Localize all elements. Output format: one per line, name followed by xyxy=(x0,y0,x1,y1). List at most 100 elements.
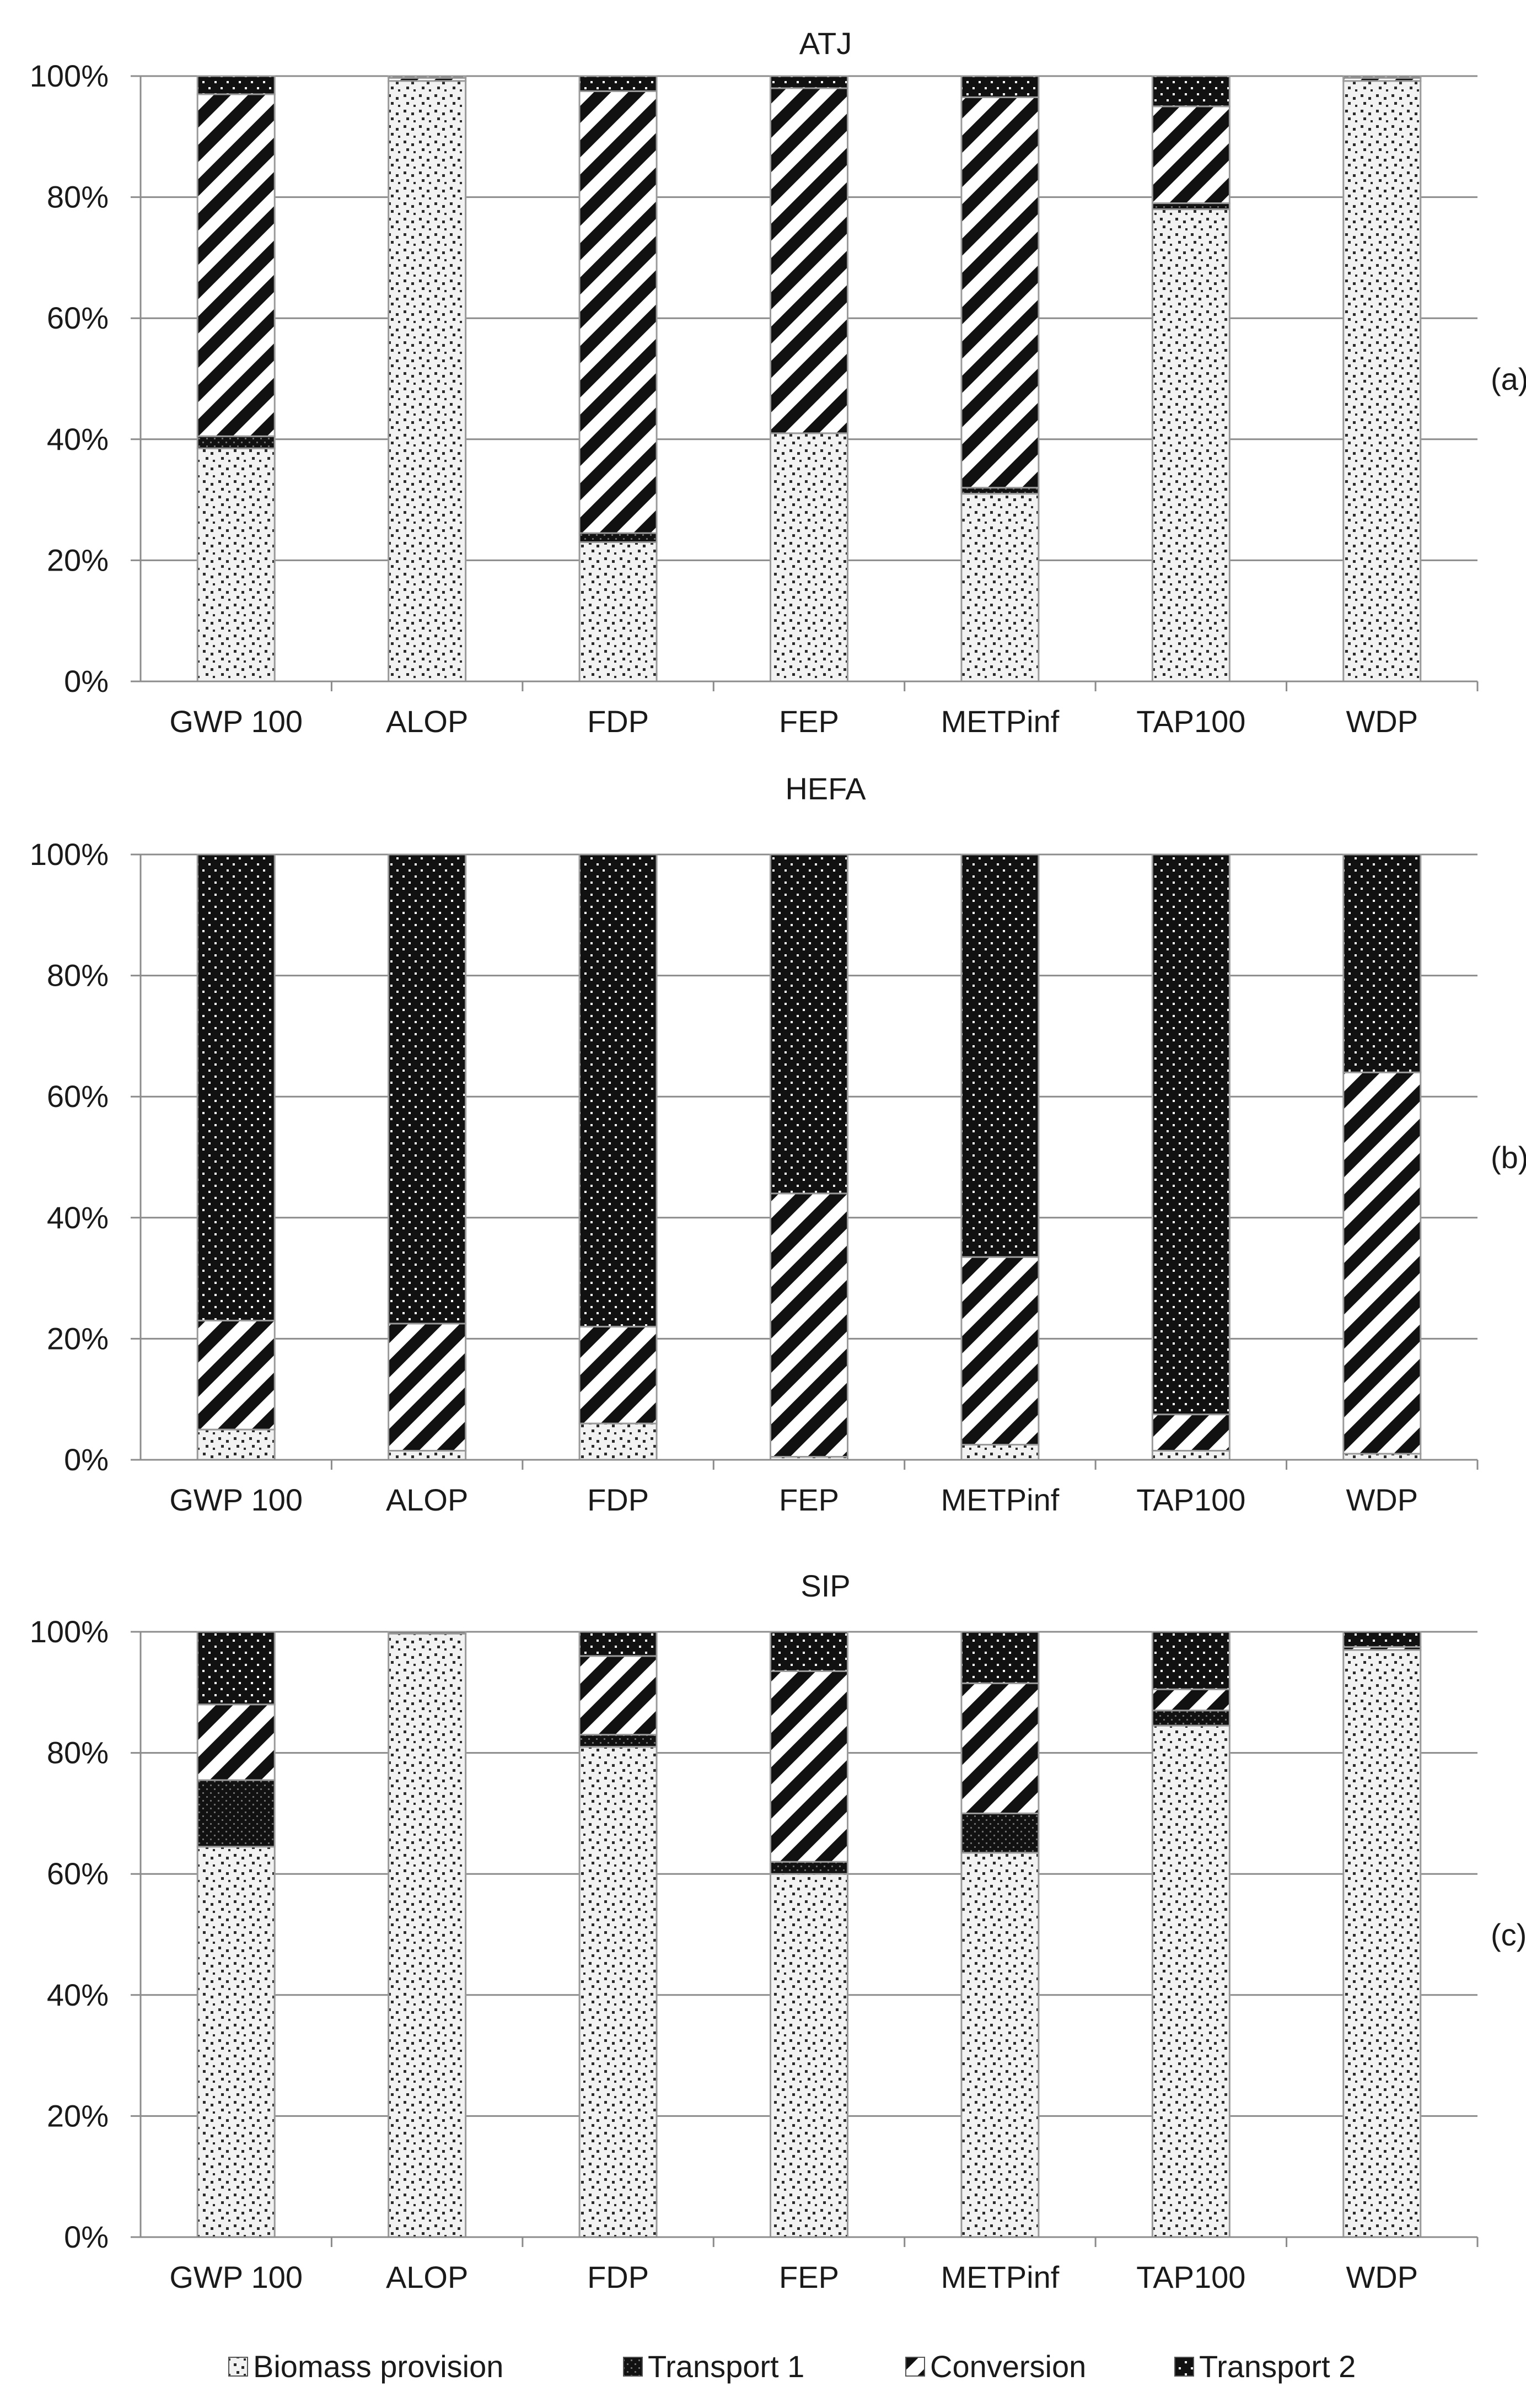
bar-segment-transport-2-tap100 xyxy=(1151,1631,1231,1690)
bar-segment-conversion-gwp-100 xyxy=(196,93,276,437)
x-tick-label-fep: FEP xyxy=(779,704,839,739)
bar-segment-conversion-tap100 xyxy=(1151,1413,1231,1452)
bar-segment-biomass-provision-fep xyxy=(770,1873,848,2238)
bar-segment-conversion-metpinf xyxy=(960,96,1040,489)
panel-title-sip: SIP xyxy=(800,1568,850,1603)
bar-segment-conversion-metpinf xyxy=(960,1256,1040,1446)
bar-segment-biomass-provision-fep xyxy=(770,432,848,682)
bar-segment-transport-1-tap100 xyxy=(1151,202,1231,211)
y-tick-label: 80% xyxy=(47,180,109,214)
panel-title-atj: ATJ xyxy=(799,26,852,61)
x-tick-label-fdp: FDP xyxy=(587,704,649,739)
bar-segment-transport-2-alop xyxy=(388,75,467,79)
legend-swatch-biomass-provision xyxy=(228,2357,248,2377)
bar-segment-biomass-provision-gwp-100 xyxy=(196,1428,276,1461)
bar-segment-biomass-provision-fdp xyxy=(578,541,658,682)
legend-label-conversion: Conversion xyxy=(930,2349,1086,2384)
legend-swatch-transport-2 xyxy=(1174,2357,1194,2377)
bar-segment-transport-2-gwp-100 xyxy=(196,1631,276,1706)
bar-segment-transport-2-fdp xyxy=(578,1631,658,1657)
x-tick-label-wdp: WDP xyxy=(1346,704,1418,739)
y-tick-label: 60% xyxy=(47,1079,109,1114)
bar-segment-transport-2-fep xyxy=(770,853,848,1195)
bar-segment-transport-2-metpinf xyxy=(960,75,1040,98)
panel-title-hefa: HEFA xyxy=(785,771,866,806)
bar-segment-biomass-provision-tap100 xyxy=(1151,1450,1231,1461)
legend-item-transport-2: Transport 2 xyxy=(1174,2349,1356,2384)
bar-segment-biomass-provision-fdp xyxy=(578,1746,658,2238)
x-tick-label-gwp-100: GWP 100 xyxy=(169,704,303,739)
y-tick-label: 40% xyxy=(47,1977,109,2012)
bar-segment-transport-2-gwp-100 xyxy=(196,853,276,1321)
bar-segment-transport-1-tap100 xyxy=(1151,1710,1231,1727)
chart-legend: Biomass provision Transport 1 Conversion… xyxy=(228,2349,1356,2384)
bar-segment-transport-1-gwp-100 xyxy=(196,1779,276,1848)
y-tick-label: 80% xyxy=(47,958,109,993)
x-tick-label-wdp: WDP xyxy=(1346,1482,1418,1517)
panel-sip: SIP 0% 20% 40% 60% 80% 100% GWP 100 ALOP FDP FEP ME… xyxy=(30,1568,1526,2294)
x-tick-label-fdp: FDP xyxy=(587,2260,649,2294)
bar-segment-transport-2-wdp xyxy=(1342,853,1422,1073)
bar-segment-transport-2-fdp xyxy=(578,853,658,1327)
y-tick-label: 40% xyxy=(47,422,109,456)
bar-segment-conversion-fep xyxy=(770,1670,848,1863)
x-tick-label-gwp-100: GWP 100 xyxy=(169,1482,303,1517)
legend-item-transport-1: Transport 1 xyxy=(623,2349,804,2384)
y-tick-label: 20% xyxy=(47,542,109,577)
bar-segment-conversion-fdp xyxy=(578,1325,658,1425)
y-tick-label: 100% xyxy=(30,837,109,872)
panel-atj: ATJ 0% 20% 40% 60% 80% 100% GWP 100 ALOP FDP FEP ME… xyxy=(30,26,1526,739)
y-tick-label: 100% xyxy=(30,1614,109,1649)
bar-segment-transport-2-tap100 xyxy=(1151,75,1231,108)
bar-segment-transport-1-metpinf xyxy=(960,1812,1040,1854)
bar-segment-conversion-fep xyxy=(770,87,848,434)
bar-segment-conversion-wdp xyxy=(1342,1071,1422,1455)
bar-segment-biomass-provision-wdp xyxy=(1342,1649,1422,2238)
bar-segment-transport-2-tap100 xyxy=(1151,853,1231,1416)
y-tick-label: 0% xyxy=(64,1442,109,1477)
x-tick-label-gwp-100: GWP 100 xyxy=(169,2260,303,2294)
legend-swatch-conversion xyxy=(905,2357,925,2377)
y-tick-label: 20% xyxy=(47,2098,109,2133)
bar-segment-conversion-metpinf xyxy=(960,1682,1040,1814)
panel-label-hefa: (b) xyxy=(1491,1140,1526,1175)
bar-segment-conversion-fdp xyxy=(578,90,658,534)
bar-segment-conversion-gwp-100 xyxy=(196,1319,276,1431)
bar-segment-transport-2-metpinf xyxy=(960,1631,1040,1684)
bar-segment-conversion-fdp xyxy=(578,1655,658,1736)
bar-segment-transport-2-fep xyxy=(770,75,848,89)
bar-segment-conversion-gwp-100 xyxy=(196,1703,276,1781)
x-tick-label-tap100: TAP100 xyxy=(1136,1482,1245,1517)
bar-segment-biomass-provision-gwp-100 xyxy=(196,1846,276,2238)
x-tick-label-metpinf: METPinf xyxy=(941,1482,1060,1517)
panel-hefa: HEFA 0% 20% 40% 60% 80% 100% GWP 100 ALOP FDP FEP M… xyxy=(30,771,1526,1517)
bar-segment-biomass-provision-fdp xyxy=(578,1422,658,1461)
bar-segment-biomass-provision-metpinf xyxy=(960,1444,1040,1461)
bar-segment-conversion-alop xyxy=(388,1323,467,1452)
bar-segment-biomass-provision-wdp xyxy=(1342,80,1422,682)
y-tick-label: 80% xyxy=(47,1735,109,1770)
bar-segment-biomass-provision-wdp xyxy=(1342,1453,1422,1461)
chart-panels: ATJ 0% 20% 40% 60% 80% 100% GWP 100 ALOP FDP FEP ME… xyxy=(30,26,1526,2294)
bar-segment-biomass-provision-gwp-100 xyxy=(196,447,276,682)
legend-label-biomass-provision: Biomass provision xyxy=(253,2349,503,2384)
bar-segment-biomass-provision-alop xyxy=(388,80,467,682)
y-tick-label: 60% xyxy=(47,300,109,335)
bar-segment-transport-1-fdp xyxy=(578,532,658,543)
bar-segment-biomass-provision-metpinf xyxy=(960,493,1040,682)
x-tick-label-metpinf: METPinf xyxy=(941,2260,1060,2294)
x-tick-label-fep: FEP xyxy=(779,1482,839,1517)
x-tick-label-alop: ALOP xyxy=(386,2260,468,2294)
bar-segment-biomass-provision-metpinf xyxy=(960,1852,1040,2238)
x-tick-label-fep: FEP xyxy=(779,2260,839,2294)
bar-segment-transport-2-wdp xyxy=(1342,1631,1422,1648)
bar-segment-biomass-provision-tap100 xyxy=(1151,208,1231,682)
y-tick-label: 100% xyxy=(30,58,109,93)
x-tick-label-metpinf: METPinf xyxy=(941,704,1060,739)
bar-segment-transport-2-metpinf xyxy=(960,853,1040,1258)
bar-segment-transport-2-gwp-100 xyxy=(196,75,276,95)
bar-segment-biomass-provision-alop xyxy=(388,1632,467,2238)
x-tick-label-alop: ALOP xyxy=(386,704,468,739)
bar-segment-transport-2-fep xyxy=(770,1631,848,1672)
